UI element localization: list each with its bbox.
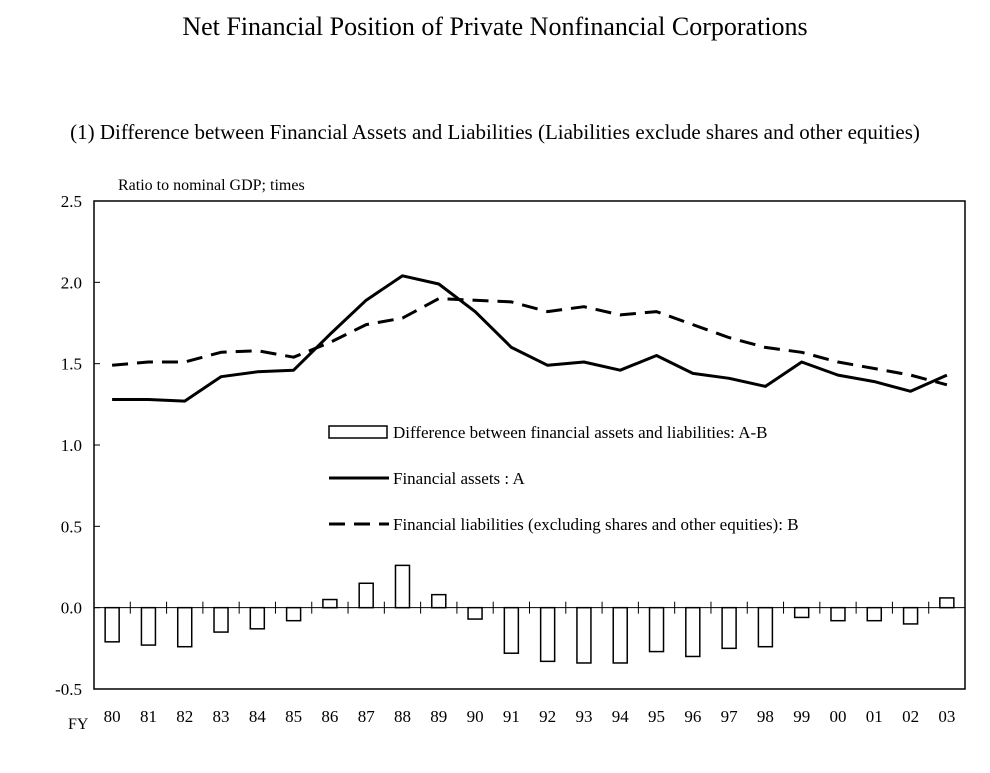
y-tick-label: 0.5 <box>61 517 82 536</box>
x-tick-label: 91 <box>503 707 520 726</box>
bar-difference <box>539 606 556 663</box>
x-tick-label: 87 <box>358 707 376 726</box>
x-tick-label: 80 <box>104 707 121 726</box>
series-group <box>104 274 955 664</box>
x-tick-label: 88 <box>394 707 411 726</box>
legend-label: Financial assets : A <box>393 469 525 488</box>
x-tick-label: 00 <box>829 707 846 726</box>
y-tick-label: 2.0 <box>61 273 82 292</box>
x-tick-label: 95 <box>648 707 665 726</box>
x-axis-prefix-label: FY <box>68 716 89 733</box>
bar-difference <box>793 606 810 619</box>
bar-difference <box>612 606 628 664</box>
x-tick-label: 01 <box>866 707 883 726</box>
bar-difference <box>467 606 483 620</box>
y-axis-unit-label: Ratio to nominal GDP; times <box>118 177 305 194</box>
x-tick-label: 81 <box>140 707 157 726</box>
x-tick-label: 92 <box>539 707 556 726</box>
x-tick-label: 82 <box>176 707 193 726</box>
x-tick-label: 96 <box>684 707 701 726</box>
x-tick-label: 97 <box>721 707 739 726</box>
x-tick-label: 83 <box>213 707 230 726</box>
bar-difference <box>757 606 774 648</box>
x-tick-label: 02 <box>902 707 919 726</box>
axis-ticks: 2.5 2.0 1.5 1.0 0.5 0.0 -0.5 80 81 82 83 84 85 86 87 88… <box>55 192 955 726</box>
bar-difference <box>830 606 846 622</box>
x-tick-label: 03 <box>938 707 955 726</box>
bar-difference <box>104 606 120 643</box>
y-tick-label: 2.5 <box>61 192 82 211</box>
bar-difference <box>648 606 665 653</box>
bar-difference <box>503 606 520 654</box>
x-tick-label: 90 <box>467 707 484 726</box>
bar-difference <box>939 597 955 609</box>
x-tick-label: 98 <box>757 707 774 726</box>
bar-difference <box>176 606 193 648</box>
x-tick-label: 86 <box>321 707 338 726</box>
bar-difference <box>140 606 157 646</box>
y-tick-label: -0.5 <box>55 680 82 699</box>
bar-difference <box>249 606 266 630</box>
bar-difference <box>721 606 737 650</box>
bar-difference <box>685 606 701 658</box>
chart-subtitle: (1) Difference between Financial Assets … <box>70 120 920 144</box>
bar-difference <box>431 593 447 609</box>
x-tick-label: 89 <box>430 707 447 726</box>
bar-difference <box>394 564 411 609</box>
legend-label: Difference between financial assets and … <box>393 423 768 442</box>
line-financial-liabilities <box>111 297 948 387</box>
legend-swatch-bar <box>328 425 388 439</box>
x-tick-label: 94 <box>612 707 630 726</box>
bar-difference <box>866 606 883 622</box>
y-tick-label: 1.5 <box>61 355 82 374</box>
x-tick-label: 84 <box>249 707 267 726</box>
legend-label: Financial liabilities (excluding shares … <box>393 515 799 534</box>
x-tick-label: 85 <box>285 707 302 726</box>
bar-difference <box>285 606 302 622</box>
bar-difference <box>213 606 229 633</box>
bar-difference <box>358 582 374 609</box>
line-financial-assets <box>112 274 948 403</box>
bar-difference <box>902 606 919 625</box>
x-tick-label: 93 <box>575 707 592 726</box>
bar-difference <box>576 606 592 664</box>
y-tick-label: 0.0 <box>61 599 82 618</box>
bar-difference <box>322 598 338 609</box>
y-tick-label: 1.0 <box>61 436 82 455</box>
chart-title: Net Financial Position of Private Nonfin… <box>182 12 808 41</box>
legend: Difference between financial assets and … <box>328 423 799 534</box>
x-tick-label: 99 <box>793 707 810 726</box>
